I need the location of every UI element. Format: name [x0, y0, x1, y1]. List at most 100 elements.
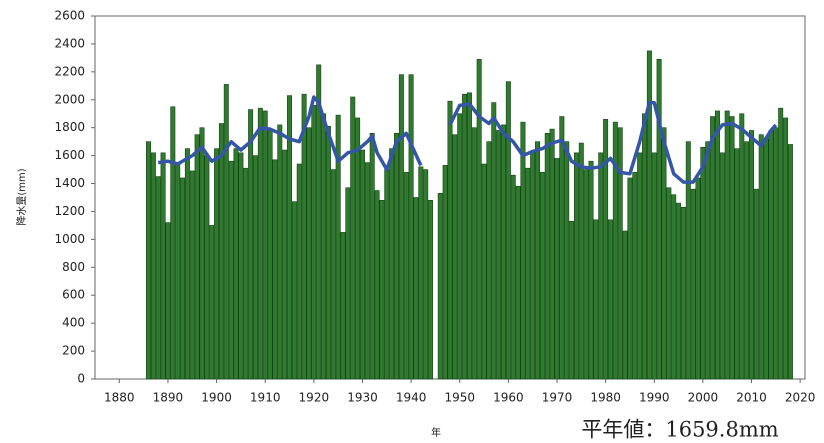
bar	[690, 188, 696, 380]
x-tick-label: 1890	[153, 391, 184, 405]
bar	[539, 172, 545, 380]
x-tick-label: 2000	[688, 391, 719, 405]
x-tick-label: 2020	[785, 391, 816, 405]
bar	[398, 74, 404, 380]
bar	[671, 194, 677, 380]
bar	[607, 219, 613, 380]
bar	[588, 160, 594, 380]
bar	[428, 199, 434, 380]
bar	[180, 177, 186, 380]
bar	[753, 188, 759, 380]
y-tick-label: 1400	[54, 176, 85, 190]
bar	[593, 219, 599, 380]
x-tick-label: 1960	[493, 391, 524, 405]
x-tick-label: 1900	[201, 391, 232, 405]
y-tick-label: 0	[77, 372, 85, 386]
bar	[642, 113, 648, 380]
bar	[603, 119, 609, 380]
bar	[291, 201, 297, 380]
bar	[316, 64, 322, 380]
y-tick-label: 2600	[54, 9, 85, 23]
bar	[505, 81, 511, 380]
bar	[204, 155, 210, 380]
bar	[447, 100, 453, 380]
bar	[355, 117, 361, 380]
bar	[223, 84, 229, 380]
bar	[160, 152, 166, 380]
x-tick-label: 1940	[396, 391, 427, 405]
bar	[710, 116, 716, 380]
bar	[325, 125, 331, 380]
bar	[209, 225, 215, 380]
bar	[559, 116, 565, 380]
bar	[739, 113, 745, 380]
bar	[656, 58, 662, 380]
bar	[695, 177, 701, 380]
x-axis-label: 年	[431, 426, 441, 439]
bar	[306, 127, 312, 380]
bar	[199, 127, 205, 380]
bar	[214, 148, 220, 380]
bar	[734, 148, 740, 380]
bar	[384, 169, 390, 380]
bar	[476, 58, 482, 380]
bar	[364, 162, 370, 380]
bar	[758, 134, 764, 380]
bar	[413, 197, 419, 380]
bar	[418, 166, 424, 380]
x-tick-label: 1880	[104, 391, 135, 405]
y-tick-label: 1200	[54, 204, 85, 218]
x-tick-label: 2010	[736, 391, 767, 405]
bar	[175, 163, 181, 380]
y-tick-label: 2200	[54, 64, 85, 78]
x-tick-label: 1980	[590, 391, 621, 405]
bar	[685, 141, 691, 380]
bar	[155, 176, 161, 380]
bar	[296, 163, 302, 380]
bar	[150, 152, 156, 380]
bar	[257, 107, 263, 380]
bar	[632, 172, 638, 380]
x-tick-label: 1910	[250, 391, 281, 405]
y-axis-label: 降水量(mm)	[15, 168, 28, 225]
bar	[627, 177, 633, 380]
bar	[525, 167, 531, 380]
bar	[724, 110, 730, 380]
bar	[530, 151, 536, 380]
bar	[184, 148, 190, 380]
x-tick-label: 1930	[347, 391, 378, 405]
bar	[749, 130, 754, 380]
bar	[165, 222, 171, 380]
bar	[535, 141, 541, 380]
bar	[189, 170, 195, 380]
bar	[359, 149, 365, 380]
bar	[705, 141, 711, 380]
y-tick-label: 800	[62, 260, 85, 274]
y-tick-label: 1600	[54, 148, 85, 162]
bar	[252, 155, 258, 380]
bar	[637, 152, 643, 380]
bar	[408, 74, 414, 380]
x-tick-label: 1920	[299, 391, 330, 405]
bar	[598, 152, 604, 380]
x-tick-label: 1970	[542, 391, 573, 405]
bar	[466, 92, 472, 380]
bar	[394, 132, 399, 380]
bar	[491, 102, 497, 380]
bar	[238, 152, 244, 380]
bar	[403, 172, 409, 380]
bar	[564, 141, 570, 380]
bar	[335, 114, 341, 380]
bar	[437, 193, 443, 380]
bar	[374, 190, 380, 380]
bar	[763, 138, 769, 380]
bar	[452, 134, 458, 380]
bar	[676, 202, 682, 380]
bar	[510, 174, 516, 380]
y-tick-label: 1800	[54, 120, 85, 134]
bar	[272, 159, 278, 380]
y-tick-label: 2000	[54, 92, 85, 106]
bar	[481, 163, 487, 380]
bar	[277, 124, 283, 380]
